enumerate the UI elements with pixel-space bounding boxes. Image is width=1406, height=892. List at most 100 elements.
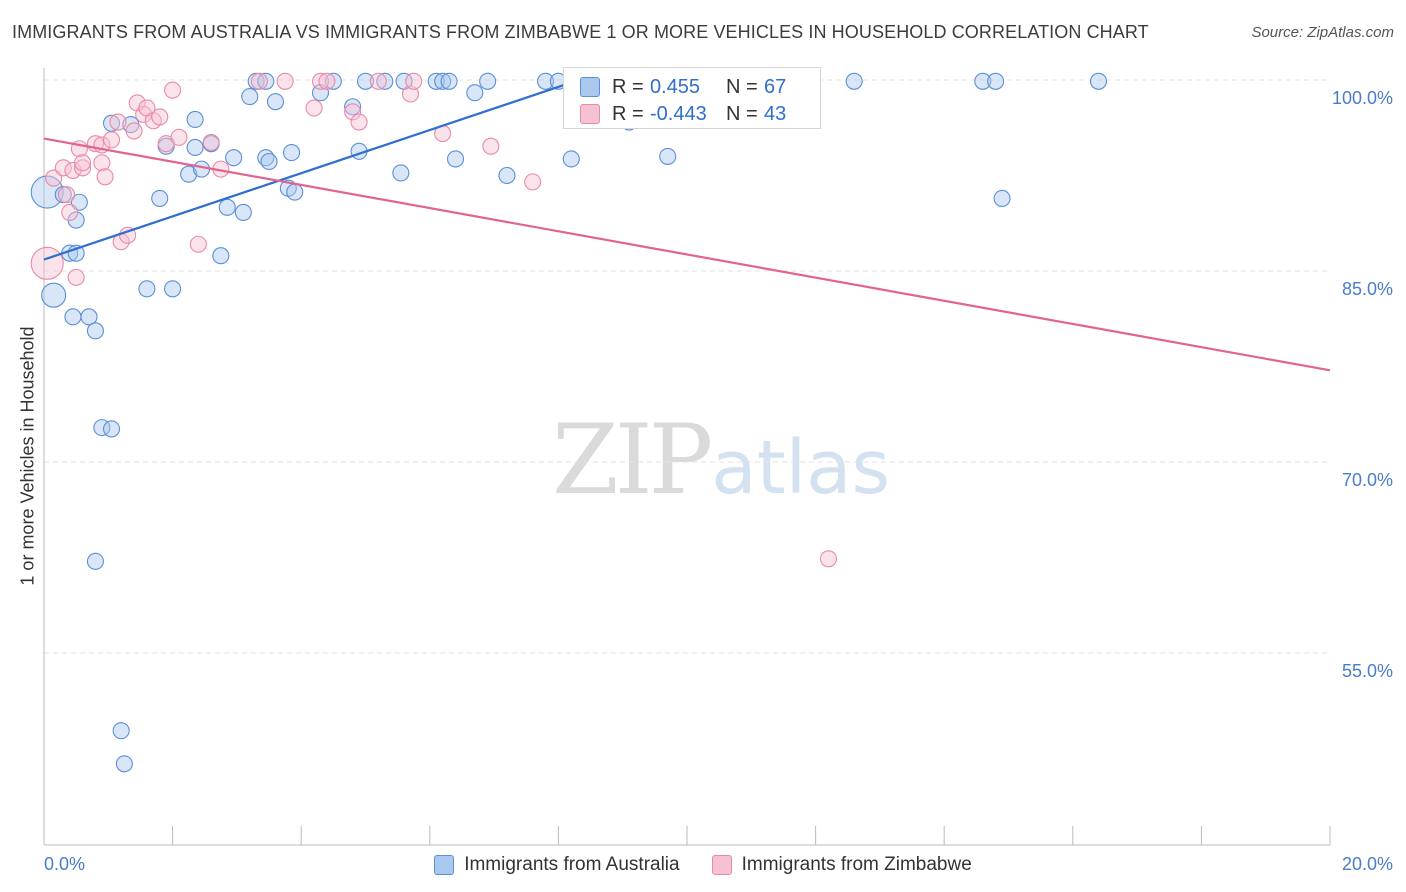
data-point-zimbabwe (202, 133, 220, 151)
data-point-australia (257, 72, 275, 90)
chart-source: Source: ZipAtlas.com (1251, 24, 1394, 41)
data-point-zimbabwe (30, 246, 64, 280)
data-point-australia (286, 183, 304, 201)
legend-row-zimbabwe: R = -0.443 N = 43 (580, 102, 786, 126)
data-point-zimbabwe (170, 128, 188, 146)
data-point-australia (241, 88, 259, 106)
data-point-australia (164, 280, 182, 298)
x-tick-label: 0.0% (44, 854, 85, 874)
data-point-australia (102, 420, 121, 438)
data-point-australia (376, 72, 394, 90)
data-point-zimbabwe (74, 154, 92, 172)
data-point-zimbabwe (524, 173, 542, 191)
legend-row-australia: R = 0.455 N = 67 (580, 75, 786, 99)
data-point-australia (30, 175, 64, 209)
data-point-australia (356, 72, 375, 90)
data-point-zimbabwe (250, 72, 268, 90)
trend-lines (43, 81, 1331, 372)
legend-r-label: R = (612, 75, 644, 98)
data-point-australia (466, 84, 484, 102)
data-point-australia (427, 72, 445, 90)
data-point-australia (234, 203, 252, 221)
y-tick-label: 55.0% (1342, 661, 1393, 681)
data-point-australia (192, 160, 211, 178)
data-point-australia (479, 72, 497, 90)
data-point-australia (102, 114, 121, 132)
data-point-australia (987, 72, 1005, 90)
data-point-australia (974, 72, 992, 90)
data-point-australia (562, 150, 580, 168)
legend-n-value: 67 (764, 75, 787, 98)
data-point-zimbabwe (405, 72, 423, 90)
data-point-australia (1089, 72, 1108, 90)
data-point-zimbabwe (74, 159, 92, 177)
data-point-australia (392, 164, 410, 182)
y-tick-label: 70.0% (1342, 470, 1393, 490)
data-point-zimbabwe (151, 108, 169, 126)
data-point-zimbabwe (109, 113, 127, 131)
data-point-zimbabwe (96, 168, 114, 186)
data-point-australia (324, 72, 342, 90)
legend-n-label: N = (726, 102, 758, 125)
data-point-australia (138, 280, 156, 298)
data-point-australia (344, 98, 362, 116)
points (30, 72, 1108, 773)
data-point-australia (434, 72, 452, 90)
data-point-zimbabwe (125, 122, 143, 140)
watermark-zip: ZIP (552, 404, 713, 516)
watermark-atlas: atlas (711, 425, 891, 511)
legend-item-zimbabwe[interactable]: Immigrants from Zimbabwe (711, 854, 972, 876)
data-point-zimbabwe (54, 159, 72, 177)
gridlines (44, 79, 1330, 654)
data-point-zimbabwe (164, 81, 182, 99)
data-point-zimbabwe (819, 550, 838, 568)
data-point-australia (86, 552, 104, 570)
legend-swatch-zimbabwe (580, 104, 600, 124)
legend-n-label: N = (726, 75, 758, 98)
legend-swatch-zimbabwe (711, 855, 732, 875)
data-point-australia (440, 72, 458, 90)
data-point-zimbabwe (344, 103, 362, 121)
legend-label-zimbabwe: Immigrants from Zimbabwe (741, 854, 972, 875)
legend-r-label: R = (612, 102, 644, 125)
legend-r-value: -0.443 (650, 102, 707, 125)
legend-item-australia[interactable]: Immigrants from Australia (434, 854, 680, 876)
data-point-australia (41, 282, 67, 308)
data-point-australia (115, 755, 133, 773)
data-point-zimbabwe (311, 72, 330, 90)
data-point-australia (186, 138, 204, 157)
data-point-zimbabwe (61, 203, 79, 221)
data-point-australia (283, 144, 301, 162)
data-point-zimbabwe (93, 154, 111, 172)
legend-swatch-australia (434, 855, 455, 875)
legend-r-value: 0.455 (650, 75, 701, 98)
data-point-australia (218, 198, 236, 216)
chart-title: IMMIGRANTS FROM AUSTRALIA VS IMMIGRANTS … (12, 22, 1149, 42)
data-point-zimbabwe (401, 85, 420, 103)
data-point-australia (260, 152, 278, 171)
data-point-zimbabwe (189, 235, 207, 253)
axes (43, 68, 1331, 846)
data-point-australia (845, 72, 863, 90)
data-point-australia (86, 322, 104, 340)
data-point-australia (993, 189, 1011, 207)
data-point-australia (151, 189, 169, 207)
trend-line-zimbabwe (43, 137, 1331, 372)
data-point-australia (446, 150, 465, 168)
watermark: ZIPatlas (552, 404, 890, 516)
data-point-zimbabwe (318, 72, 336, 90)
data-point-zimbabwe (369, 72, 387, 90)
legend-swatch-australia (580, 77, 600, 97)
data-point-australia (659, 147, 677, 165)
data-point-australia (536, 72, 555, 90)
data-point-zimbabwe (57, 186, 76, 204)
y-tick-label: 85.0% (1342, 279, 1393, 299)
data-point-zimbabwe (482, 137, 500, 155)
data-point-zimbabwe (305, 99, 323, 117)
y-tick-label: 100.0% (1332, 88, 1393, 108)
legend-label-australia: Immigrants from Australia (464, 854, 680, 875)
stats-legend: R = 0.455 N = 67 R = -0.443 N = 43 (563, 67, 821, 129)
data-point-australia (498, 166, 516, 185)
data-point-australia (266, 93, 285, 111)
